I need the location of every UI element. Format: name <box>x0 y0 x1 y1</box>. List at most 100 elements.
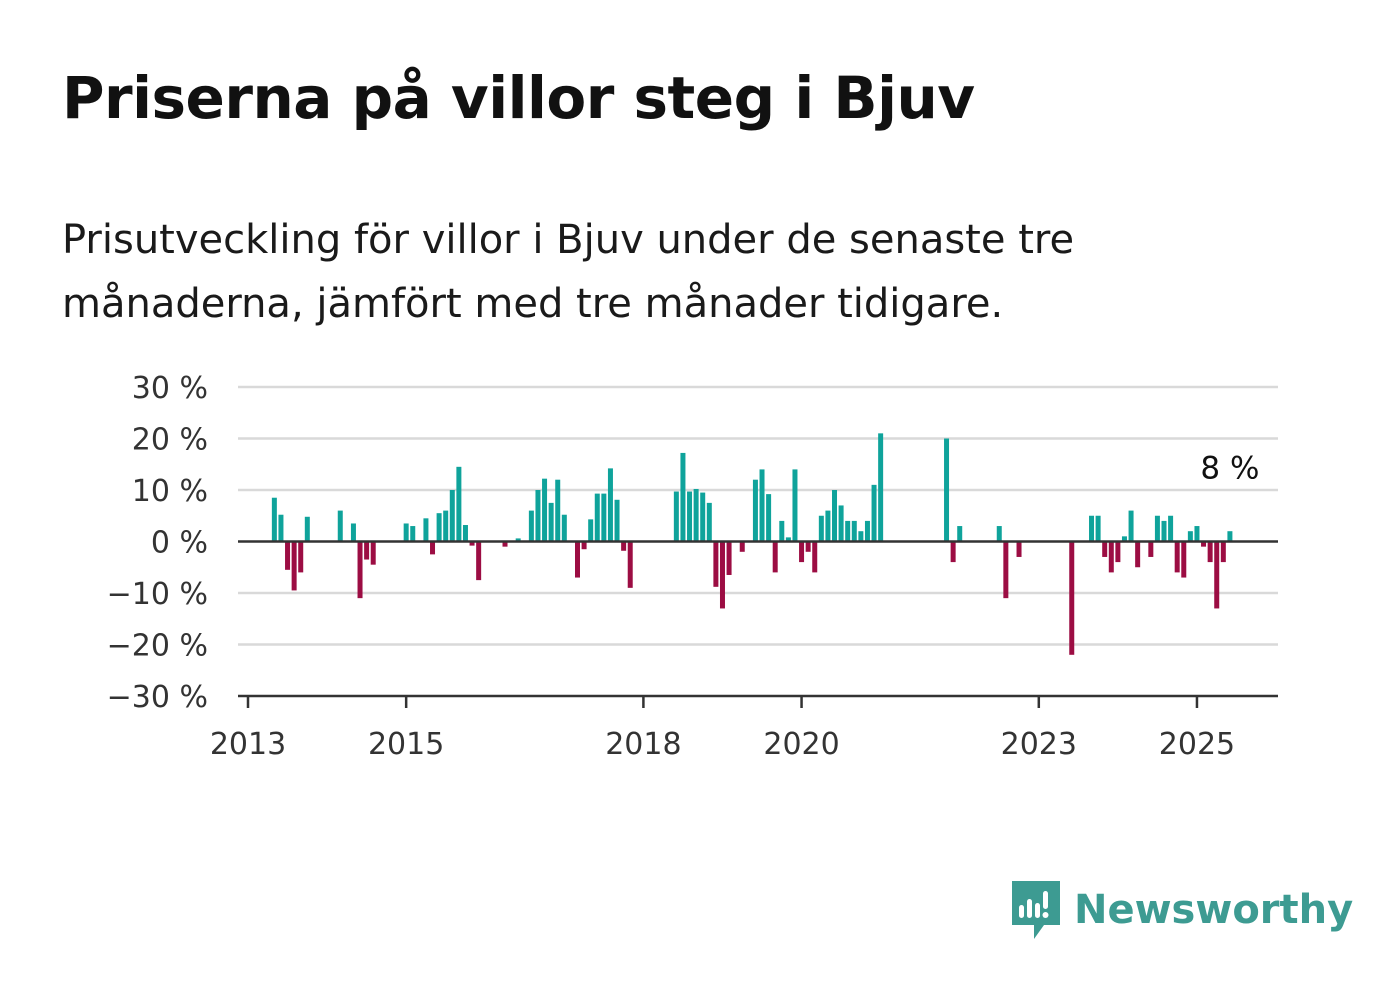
bar <box>957 526 963 542</box>
bar <box>1115 541 1121 563</box>
bar <box>1135 541 1141 568</box>
bar <box>785 537 791 542</box>
bar <box>601 493 607 542</box>
newsworthy-brand: Newsworthy <box>1010 878 1353 942</box>
bar <box>443 510 449 542</box>
bar-chart: 30 %20 %10 %0 %−10 %−20 %−30 % 2013 2015 2… <box>107 371 1278 762</box>
bar <box>693 488 699 542</box>
y-tick-label: −20 % <box>107 629 208 664</box>
y-tick-label: 0 % <box>151 526 208 561</box>
bar <box>673 491 679 542</box>
bar <box>1154 515 1160 542</box>
bar <box>370 541 376 565</box>
bar <box>1181 541 1187 578</box>
bar <box>1174 541 1180 573</box>
bar <box>502 541 508 547</box>
bar <box>430 541 436 555</box>
bar <box>456 466 462 542</box>
brand-name: Newsworthy <box>1074 887 1354 933</box>
x-tick-label: 2023 <box>1001 727 1077 762</box>
bar <box>680 452 686 542</box>
bar <box>792 469 798 542</box>
bar <box>278 514 284 542</box>
bar <box>410 526 416 542</box>
bar <box>1016 541 1022 557</box>
bar <box>1227 531 1233 542</box>
bar <box>1220 541 1226 563</box>
bar <box>1194 526 1200 542</box>
bar <box>996 526 1002 542</box>
bar <box>1128 510 1134 542</box>
bar <box>772 541 778 573</box>
bar <box>766 494 772 542</box>
bar <box>759 469 765 542</box>
bar <box>713 541 719 587</box>
bar <box>832 490 838 542</box>
bar <box>561 514 567 542</box>
y-axis-ticks: 30 % 20 % 10 % 0 % −10 % −20 % −30 % <box>107 371 208 715</box>
bar <box>779 520 785 542</box>
chart-title: Priserna på villor steg i Bjuv <box>62 64 975 132</box>
bar <box>1187 531 1193 542</box>
bar <box>1089 515 1095 542</box>
bar <box>614 499 620 542</box>
bar <box>1003 541 1009 599</box>
x-tick-label: 2018 <box>605 727 681 762</box>
bar <box>271 497 277 542</box>
bar <box>851 520 857 542</box>
bar <box>1207 541 1213 563</box>
last-value-label: 8 % <box>1200 450 1259 486</box>
bar <box>607 468 613 542</box>
bar <box>1095 515 1101 542</box>
bar <box>871 484 877 542</box>
bar <box>752 479 758 542</box>
bar <box>805 541 811 552</box>
bar <box>726 541 732 575</box>
x-tick-label: 2020 <box>763 727 839 762</box>
bar <box>700 492 706 542</box>
bar <box>588 519 594 542</box>
bar <box>449 490 455 542</box>
bar <box>304 516 310 542</box>
bar <box>621 541 627 551</box>
bar <box>350 523 356 542</box>
y-tick-label: 10 % <box>132 474 208 509</box>
bar <box>838 505 844 542</box>
bars <box>271 433 1233 655</box>
y-tick-label: −10 % <box>107 577 208 612</box>
bar <box>476 541 482 581</box>
bar <box>812 541 818 573</box>
bar <box>337 510 343 542</box>
bar <box>285 541 291 570</box>
x-tick-label: 2013 <box>210 727 286 762</box>
bar <box>291 541 297 591</box>
bar <box>594 493 600 542</box>
chart-subtitle: Prisutveckling för villor i Bjuv under d… <box>62 217 1075 327</box>
bar <box>1168 515 1174 542</box>
axes <box>238 540 1278 698</box>
bar <box>469 541 475 546</box>
bar <box>581 541 587 550</box>
x-axis-ticks: 2013 2015 2018 2020 2023 2025 <box>210 696 1235 762</box>
bar <box>719 541 725 609</box>
bar <box>1214 541 1220 609</box>
bar <box>1102 541 1108 557</box>
bar <box>1148 541 1154 557</box>
bar <box>864 520 870 542</box>
bar <box>1161 520 1167 542</box>
bar <box>627 541 633 588</box>
x-tick-label: 2025 <box>1159 727 1235 762</box>
grid-lines <box>238 385 1278 646</box>
bar <box>687 491 693 542</box>
bar <box>462 525 468 542</box>
bar <box>799 541 805 563</box>
bar <box>542 478 548 542</box>
bar <box>845 520 851 542</box>
bar <box>706 502 712 542</box>
bar <box>1108 541 1114 573</box>
bar <box>298 541 304 573</box>
bar <box>403 523 409 542</box>
y-tick-label: 30 % <box>132 371 208 406</box>
y-tick-label: 20 % <box>132 423 208 458</box>
newsworthy-logo-icon <box>1012 881 1060 939</box>
